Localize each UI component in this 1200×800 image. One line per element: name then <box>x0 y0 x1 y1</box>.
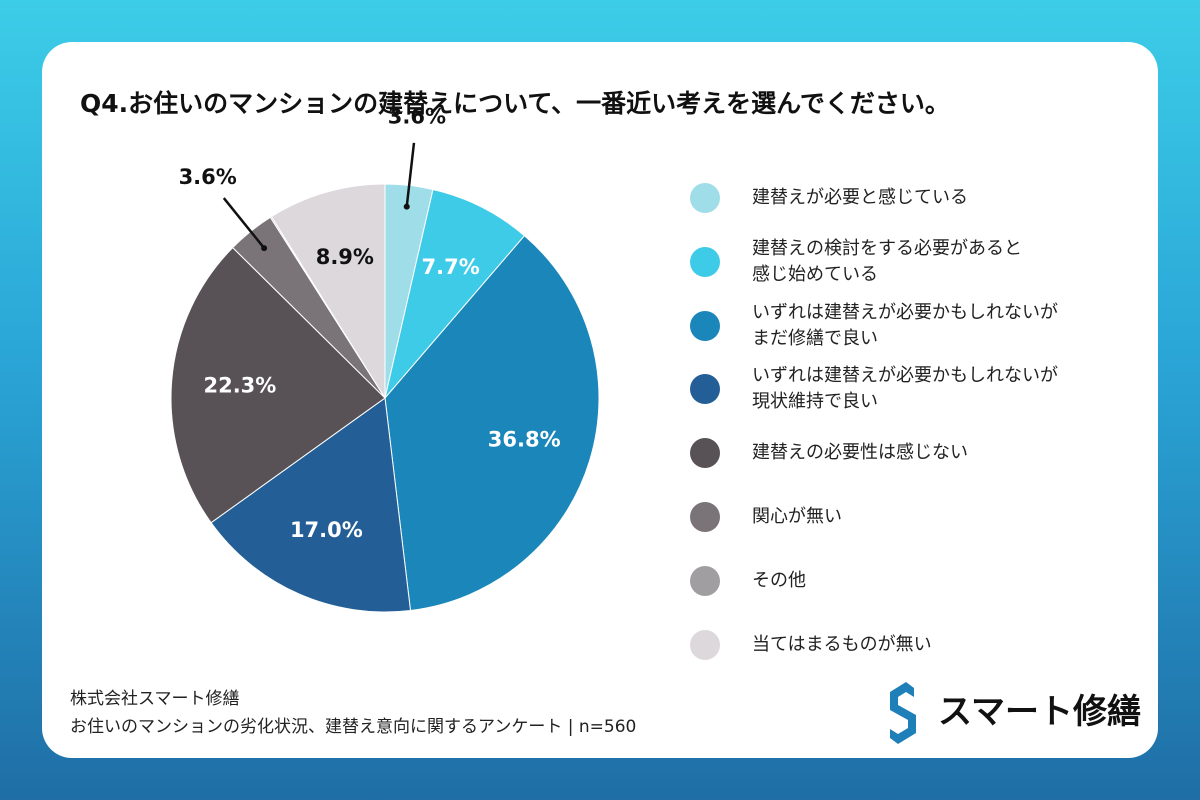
legend-label: 建替えが必要と感じている <box>752 187 968 208</box>
leader-line <box>405 142 416 207</box>
leader-line <box>222 197 266 249</box>
data-label: 22.3% <box>203 374 276 398</box>
data-label: 17.0% <box>290 518 363 542</box>
chart-title: Q4.お住いのマンションの建替えについて、一番近い考えを選んでください。 <box>80 89 950 118</box>
subtitle: お住いのマンションの劣化状況、建替え意向に関するアンケート | n=560 <box>70 717 637 737</box>
data-label: 3.6% <box>179 165 237 189</box>
legend-swatch <box>690 438 720 469</box>
legend-label: 建替えの検討をする必要があると 感じ始めている <box>752 237 1022 285</box>
source: 株式会社スマート修繕 <box>70 689 240 709</box>
pie-slice <box>384 235 600 612</box>
legend-swatch <box>690 246 720 277</box>
leader-dot <box>403 203 410 210</box>
pie-slice <box>210 397 412 613</box>
data-label: 8.9% <box>316 245 374 269</box>
pie-slice <box>270 183 386 400</box>
logo: スマート修繕 <box>938 692 1141 732</box>
legend-swatch <box>690 502 720 532</box>
legend-swatch <box>690 183 720 213</box>
legend-label: 当てはまるものが無い <box>752 633 932 655</box>
legend-swatch <box>690 374 720 405</box>
data-label: 7.7% <box>422 255 480 279</box>
legend-swatch <box>690 310 720 341</box>
data-label: 36.8% <box>488 427 561 451</box>
pie-slice <box>384 188 526 399</box>
data-label: 3.6% <box>388 104 446 128</box>
legend-label: 関心が無い <box>752 506 842 527</box>
pie-slice <box>170 246 386 524</box>
legend-swatch <box>690 629 720 660</box>
leader-dot <box>261 245 268 252</box>
legend-label: 建替えの必要性は感じない <box>752 442 968 464</box>
legend-label: その他 <box>752 569 806 591</box>
logo-icon <box>890 682 916 744</box>
legend-label: いずれは建替えが必要かもしれないが 現状維持で良い <box>752 365 1058 413</box>
legend-label: いずれは建替えが必要かもしれないが まだ修繕で良い <box>752 301 1058 349</box>
legend-swatch <box>690 565 720 596</box>
